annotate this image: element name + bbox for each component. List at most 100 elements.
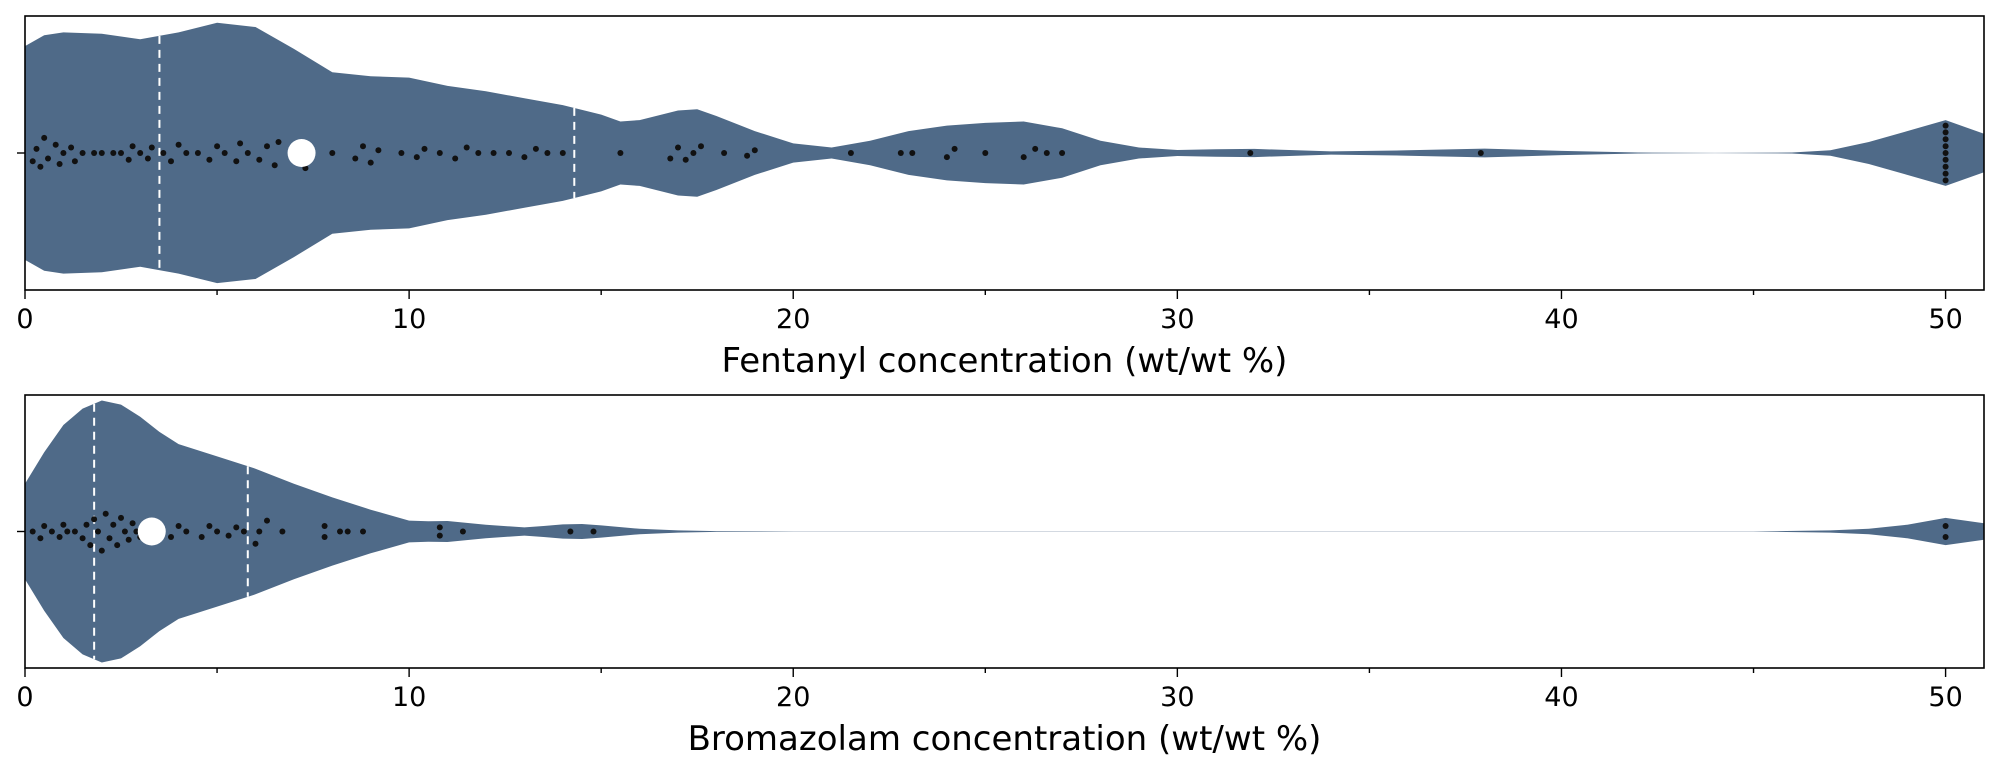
- data-point: [71, 528, 78, 535]
- data-point: [452, 155, 459, 162]
- data-point: [137, 150, 144, 156]
- data-point: [206, 523, 213, 529]
- data-point: [698, 143, 704, 150]
- data-point: [329, 150, 336, 156]
- data-point: [102, 510, 109, 517]
- data-point: [56, 161, 63, 167]
- data-point: [33, 145, 40, 152]
- data-point: [214, 528, 221, 535]
- data-point: [1942, 534, 1949, 540]
- violin-body: [25, 400, 1984, 663]
- data-point: [321, 534, 328, 540]
- data-point: [95, 528, 101, 535]
- data-point: [118, 150, 124, 156]
- x-tick-label: 50: [1928, 304, 1962, 335]
- data-point: [951, 145, 958, 152]
- bromazolam-x-axis-label: Bromazolam concentration (wt/wt %): [688, 719, 1322, 759]
- data-point: [118, 514, 124, 521]
- data-point: [41, 523, 48, 529]
- data-point: [110, 150, 117, 156]
- data-point: [79, 535, 86, 542]
- data-point: [271, 162, 278, 169]
- data-point: [1942, 177, 1949, 184]
- data-point: [1942, 163, 1949, 170]
- data-point: [79, 150, 86, 156]
- data-point: [29, 528, 36, 535]
- data-point: [240, 528, 247, 535]
- data-point: [1942, 170, 1949, 177]
- data-point: [667, 155, 674, 162]
- data-point: [617, 150, 624, 156]
- data-point: [1032, 145, 1039, 152]
- data-point: [175, 141, 182, 148]
- data-point: [60, 521, 67, 528]
- data-point: [125, 156, 132, 163]
- data-point: [194, 150, 201, 156]
- data-point: [367, 159, 374, 166]
- data-point: [943, 154, 950, 161]
- data-point: [590, 528, 597, 535]
- data-point: [459, 528, 466, 535]
- x-tick-label: 50: [1928, 682, 1962, 713]
- data-point: [559, 150, 566, 156]
- data-point: [1942, 143, 1949, 150]
- data-point: [279, 528, 286, 535]
- x-tick-label: 10: [392, 682, 426, 713]
- data-point: [1247, 150, 1254, 156]
- data-point: [375, 147, 382, 154]
- data-point: [225, 532, 232, 539]
- data-point: [275, 139, 282, 145]
- median-marker: [287, 139, 316, 167]
- x-tick-label: 40: [1544, 682, 1578, 713]
- x-tick-label: 40: [1544, 304, 1578, 335]
- data-point: [490, 150, 497, 156]
- data-point: [360, 528, 366, 535]
- data-point: [252, 540, 259, 547]
- data-point: [256, 156, 263, 163]
- data-point: [129, 520, 136, 527]
- fentanyl-x-axis-label: Fentanyl concentration (wt/wt %): [722, 341, 1288, 381]
- x-tick-label: 0: [16, 304, 33, 335]
- x-tick-label: 30: [1160, 304, 1194, 335]
- data-point: [237, 140, 244, 147]
- data-point: [244, 150, 251, 156]
- data-point: [413, 154, 420, 161]
- data-point: [148, 144, 155, 151]
- data-point: [214, 143, 221, 150]
- data-point: [744, 152, 751, 159]
- data-point: [1059, 150, 1066, 156]
- violin-body: [25, 22, 1984, 284]
- data-point: [682, 156, 689, 163]
- data-point: [436, 532, 443, 539]
- data-point: [52, 141, 59, 148]
- data-point: [544, 150, 551, 156]
- bromazolam-violin-panel: 0 10 20 30 40 50: [16, 394, 1985, 713]
- data-point: [506, 150, 512, 156]
- data-point: [1942, 156, 1949, 163]
- data-point: [87, 542, 94, 549]
- data-point: [721, 150, 728, 156]
- data-point: [168, 158, 174, 165]
- data-point: [264, 143, 270, 150]
- data-point: [198, 534, 205, 540]
- data-point: [321, 523, 328, 529]
- data-point: [897, 150, 904, 156]
- data-point: [91, 516, 98, 523]
- data-point: [114, 542, 121, 549]
- x-tick-label: 0: [16, 682, 33, 713]
- data-point: [168, 534, 174, 540]
- data-point: [60, 150, 67, 156]
- data-point: [221, 150, 228, 156]
- data-point: [909, 150, 916, 156]
- data-point: [71, 158, 78, 165]
- data-point: [68, 144, 75, 151]
- data-point: [463, 144, 470, 151]
- data-point: [83, 521, 90, 528]
- x-tick-label: 20: [776, 304, 810, 335]
- data-point: [129, 143, 136, 150]
- data-point: [1942, 523, 1949, 529]
- violin-clip-group: [25, 400, 1984, 663]
- data-point: [1942, 150, 1949, 156]
- data-point: [45, 155, 51, 162]
- data-point: [521, 154, 528, 161]
